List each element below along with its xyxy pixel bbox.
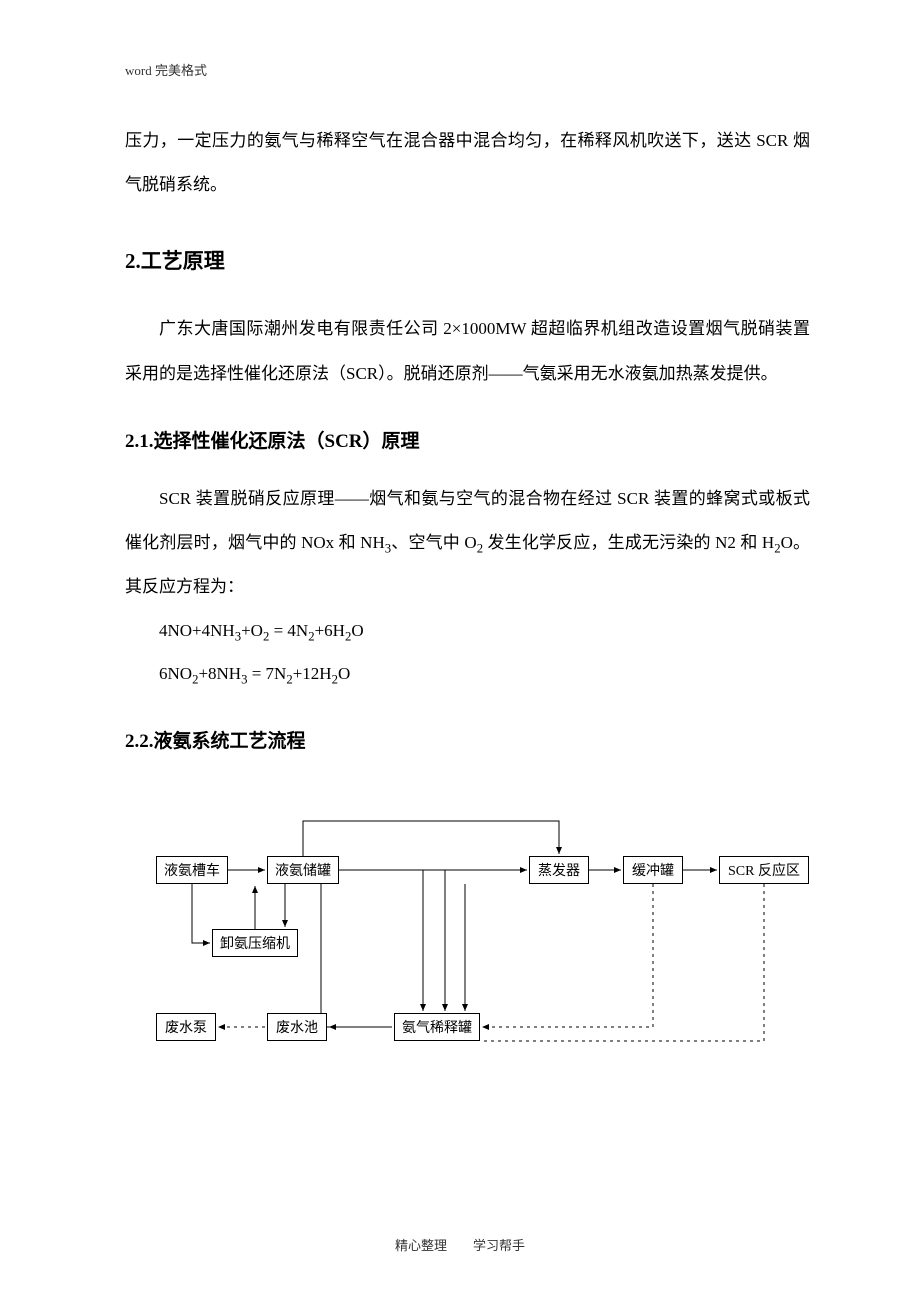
equation-2: 6NO2+8NH3 = 7N2+12H2O [125,653,810,696]
paragraph-intro: 压力，一定压力的氨气与稀释空气在混合器中混合均匀，在稀释风机吹送下，送达 SCR… [125,119,810,207]
node-pool: 废水池 [267,1013,327,1041]
page-footer: 精心整理 学习帮手 [0,1235,920,1254]
node-evaporator: 蒸发器 [529,856,589,884]
ammonia-flowchart: 液氨槽车 液氨储罐 蒸发器 缓冲罐 SCR 反应区 卸氨压缩机 废水泵 废水池 … [125,781,810,1071]
node-compressor: 卸氨压缩机 [212,929,298,957]
page-header: word 完美格式 [125,60,810,79]
heading-2-2: 2.2.液氨系统工艺流程 [125,726,810,753]
paragraph-3: SCR 装置脱硝反应原理——烟气和氨与空气的混合物在经过 SCR 装置的蜂窝式或… [125,477,810,610]
node-storage: 液氨储罐 [267,856,339,884]
heading-1: 2.工艺原理 [125,245,810,275]
node-buffer: 缓冲罐 [623,856,683,884]
paragraph-2: 广东大唐国际潮州发电有限责任公司 2×1000MW 超超临界机组改造设置烟气脱硝… [125,307,810,395]
node-reactor: SCR 反应区 [719,856,809,884]
node-pump: 废水泵 [156,1013,216,1041]
node-tank-truck: 液氨槽车 [156,856,228,884]
heading-2-1: 2.1.选择性催化还原法（SCR）原理 [125,426,810,453]
equation-1: 4NO+4NH3+O2 = 4N2+6H2O [125,610,810,653]
node-dilution: 氨气稀释罐 [394,1013,480,1041]
